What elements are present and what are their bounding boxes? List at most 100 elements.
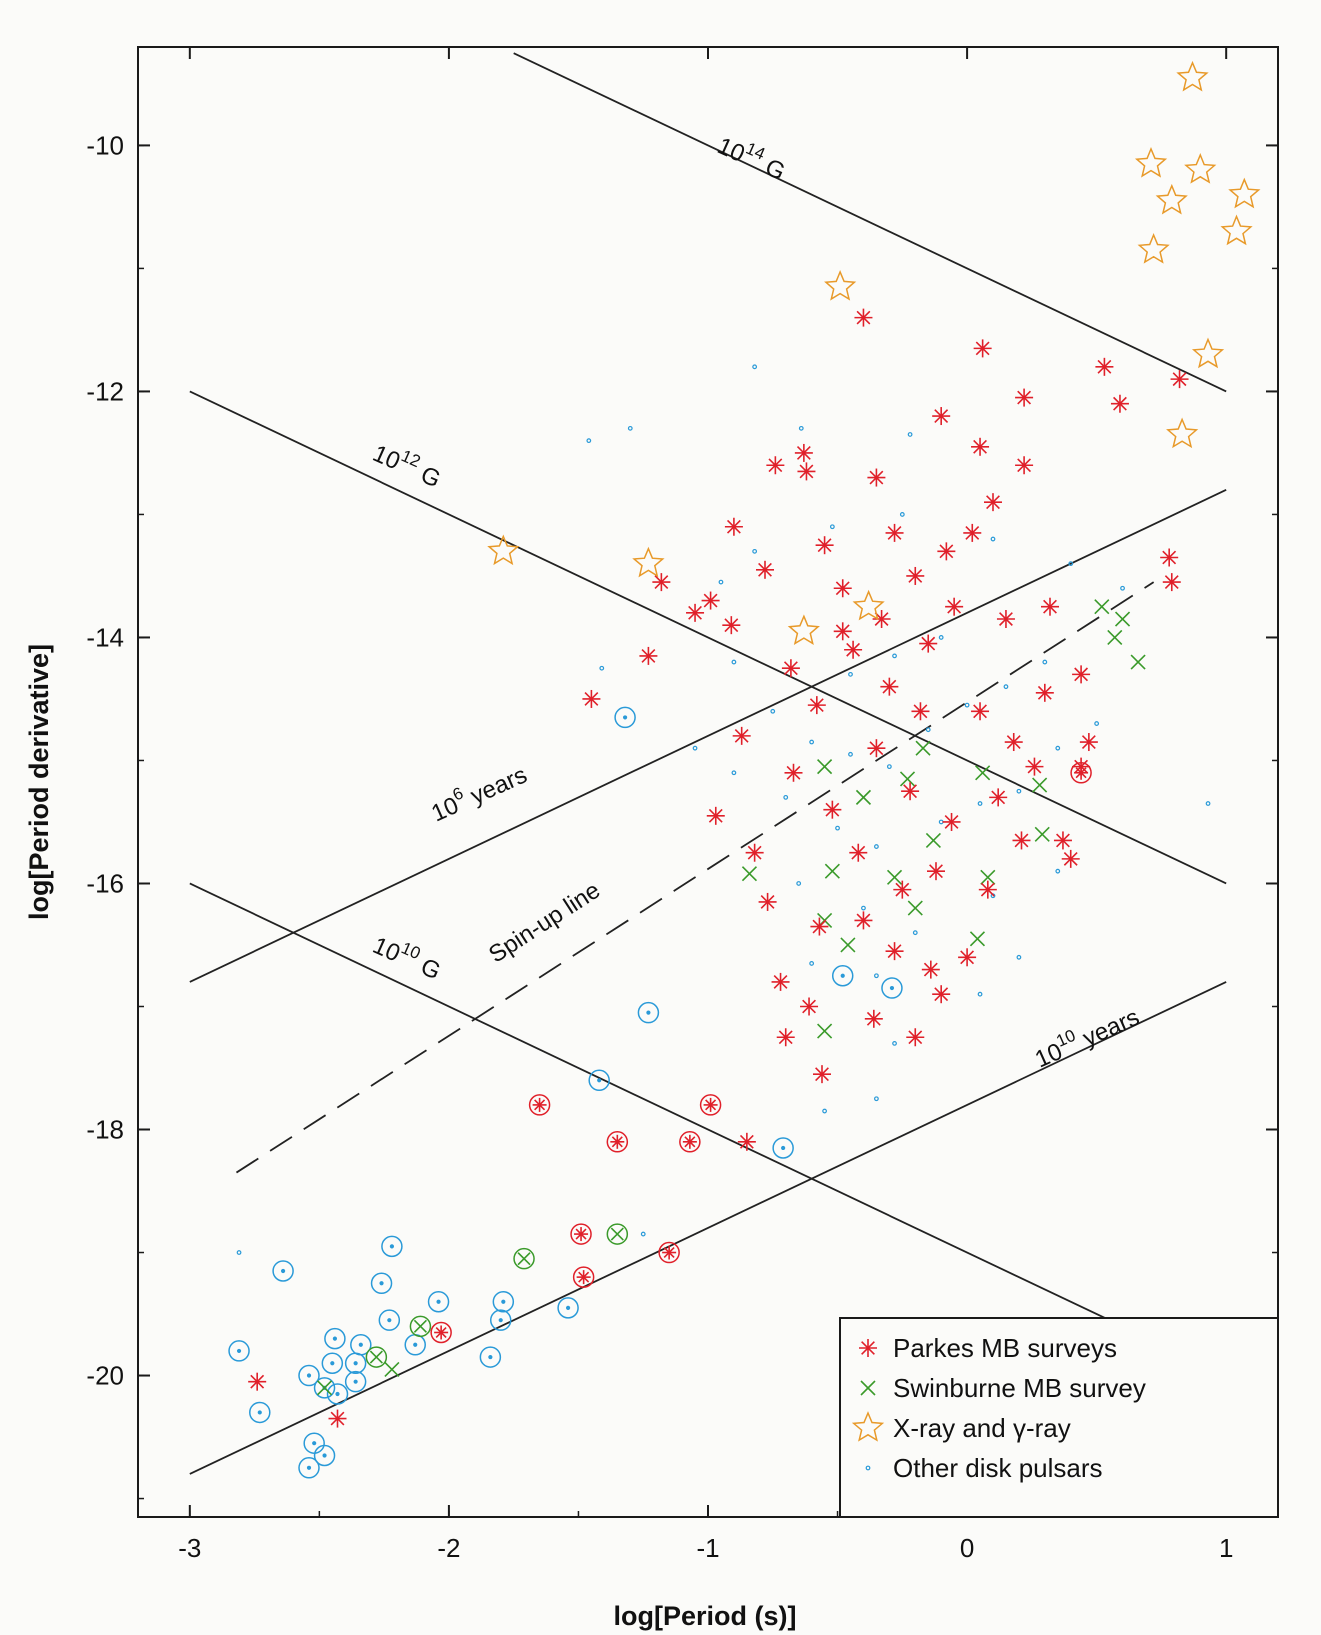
data-point-dot	[822, 1108, 827, 1114]
data-point-dot	[835, 825, 840, 831]
reference-line	[513, 52, 1227, 393]
data-point-star	[1176, 60, 1209, 92]
x-tick-label: 0	[960, 1533, 974, 1563]
data-point-star	[1191, 337, 1225, 369]
data-point-asterisk	[1061, 849, 1080, 868]
data-point-star	[1137, 233, 1170, 264]
data-point-dot	[848, 671, 853, 677]
data-point-asterisk	[745, 843, 764, 862]
data-point-dot	[796, 881, 802, 886]
data-point-asterisk	[906, 566, 925, 585]
data-point-asterisk-circle	[699, 1094, 722, 1116]
data-point-dot-circle	[370, 1272, 393, 1295]
data-point-cross	[1032, 777, 1048, 793]
data-point-dot	[1094, 721, 1100, 726]
data-point-dot-circle	[321, 1352, 344, 1374]
data-point-asterisk	[732, 726, 751, 745]
data-point-dot	[1120, 585, 1125, 591]
data-point-dot-circle	[489, 1309, 512, 1331]
data-point-asterisk	[737, 1132, 756, 1151]
data-point-asterisk	[771, 972, 790, 991]
data-point-star	[1184, 153, 1217, 184]
data-point-asterisk	[989, 788, 1008, 807]
data-point-asterisk	[1095, 357, 1114, 376]
data-point-asterisk-circle	[528, 1094, 551, 1116]
data-point-dot	[907, 432, 913, 437]
data-point-asterisk	[1072, 665, 1091, 684]
data-point-asterisk	[815, 536, 834, 555]
data-point-asterisk	[921, 960, 940, 979]
data-point-dot	[752, 364, 758, 370]
series-asterisk-circle	[430, 762, 1092, 1344]
data-point-asterisk	[1025, 757, 1044, 776]
data-point-asterisk	[937, 542, 956, 561]
data-point-dot	[990, 536, 996, 542]
reference-line	[189, 489, 1227, 983]
data-point-asterisk	[582, 689, 601, 708]
data-point-dot-circle	[831, 964, 854, 987]
data-point-dot-circle	[427, 1290, 450, 1313]
data-point-dot-circle	[637, 1001, 660, 1024]
data-point-star	[824, 269, 857, 301]
data-point-cross	[855, 789, 872, 805]
data-point-star	[632, 546, 665, 578]
data-point-dot	[977, 801, 983, 806]
data-point-asterisk	[781, 659, 800, 678]
data-point-asterisk	[919, 634, 938, 653]
data-point-dot	[798, 425, 804, 431]
data-point-cross	[1130, 654, 1146, 670]
data-point-dot	[1055, 745, 1061, 751]
data-point-asterisk	[1162, 573, 1181, 592]
data-point-asterisk-circle	[606, 1131, 629, 1153]
data-point-asterisk-circle	[679, 1131, 701, 1153]
data-point-dot	[809, 739, 815, 745]
data-point-dot-circle	[298, 1457, 320, 1479]
data-point-dot	[938, 635, 944, 640]
axes: -3 -2 -1 0 1-10-12-14-16-18-20	[86, 47, 1278, 1563]
data-point-asterisk	[1041, 597, 1059, 616]
data-point-dot-circle	[614, 706, 636, 729]
data-point-asterisk	[652, 573, 671, 592]
data-point-dot	[886, 764, 892, 770]
data-point-dot	[848, 751, 853, 757]
data-point-dot	[731, 659, 737, 665]
data-point-cross	[840, 937, 856, 953]
data-point-dot	[977, 991, 983, 997]
reference-line	[189, 981, 1227, 1475]
y-tick-label: -18	[86, 1115, 124, 1145]
data-point-asterisk	[901, 782, 920, 801]
data-point-asterisk	[906, 1028, 925, 1047]
reference-lines	[189, 52, 1227, 1475]
data-point-asterisk-circle	[658, 1241, 680, 1264]
data-point-cross	[1114, 611, 1131, 627]
data-point-asterisk	[963, 523, 982, 542]
data-point-dot	[874, 973, 879, 979]
x-axis-title: log[Period (s)]	[614, 1601, 797, 1631]
data-point-cross	[925, 832, 941, 848]
data-point-asterisk	[880, 677, 899, 696]
data-point-dot	[1042, 659, 1048, 665]
data-point-dot-circle	[772, 1137, 794, 1159]
data-point-asterisk-circle	[1070, 762, 1092, 784]
reference-line	[235, 581, 1155, 1174]
data-point-dot	[925, 727, 931, 733]
legend-marker-asterisk	[859, 1339, 877, 1357]
data-point-cross	[886, 869, 903, 885]
data-point-asterisk-circle	[570, 1223, 592, 1245]
data-point-asterisk	[833, 579, 852, 598]
data-point-asterisk	[776, 1028, 795, 1047]
legend-label: Other disk pulsars	[893, 1453, 1103, 1483]
data-point-asterisk	[978, 880, 997, 899]
data-point-asterisk	[823, 800, 842, 819]
data-point-asterisk-circle	[430, 1321, 452, 1344]
data-point-dot	[586, 438, 592, 444]
data-point-dot-circle	[326, 1383, 349, 1405]
data-point-cross	[817, 1023, 833, 1039]
data-point-star	[1220, 214, 1253, 246]
y-tick-label: -20	[86, 1361, 124, 1391]
data-point-star	[1134, 146, 1168, 178]
data-point-dot	[783, 794, 789, 800]
data-point-dot-circle	[492, 1290, 515, 1313]
data-point-asterisk	[701, 591, 720, 610]
